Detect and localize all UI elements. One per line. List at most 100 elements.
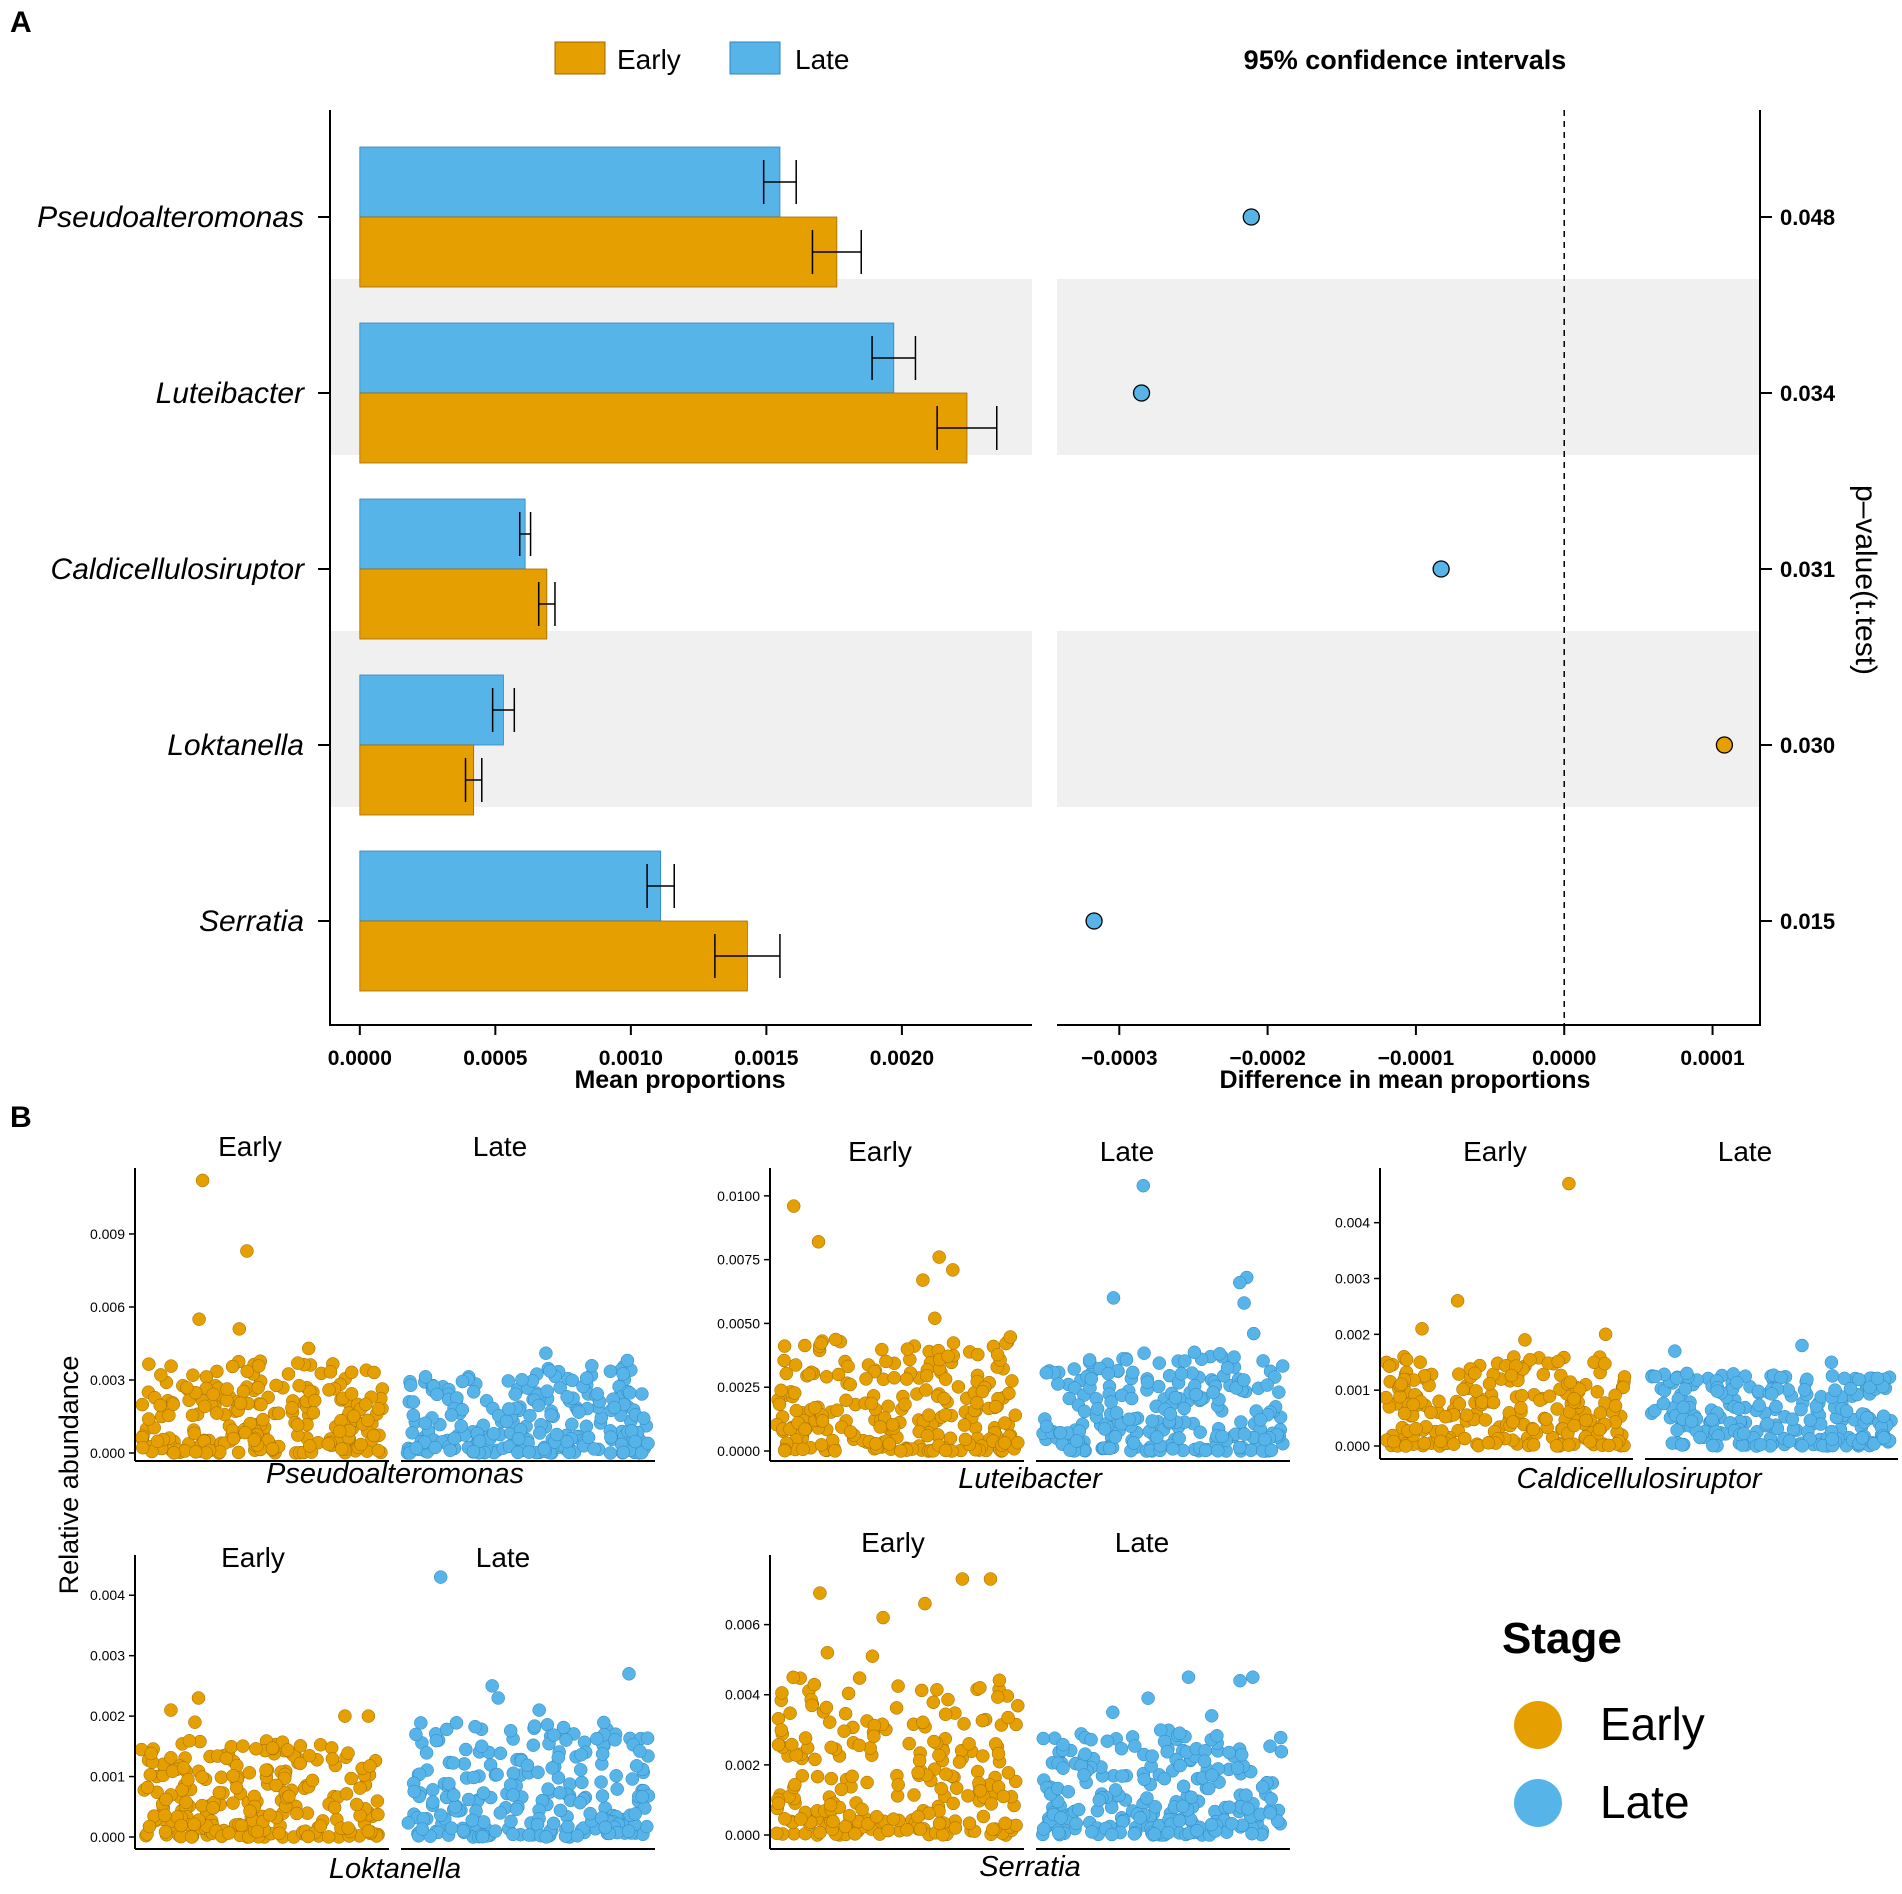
facet-label-early: Early	[861, 1527, 925, 1558]
data-point	[794, 1812, 808, 1826]
bar-late-caldicellulosiruptor	[359, 498, 526, 570]
data-point	[1258, 1432, 1272, 1447]
data-point	[164, 1751, 178, 1765]
data-point	[1115, 1769, 1129, 1783]
x-tick-label-bar: 0.0000	[328, 1047, 392, 1070]
data-point	[1432, 1394, 1446, 1409]
data-point	[1198, 1443, 1213, 1458]
data-point	[855, 1802, 869, 1817]
data-point	[1870, 1371, 1885, 1386]
data-point	[828, 1332, 843, 1347]
data-point	[1478, 1413, 1493, 1427]
data-point	[1263, 1739, 1277, 1753]
data-point	[891, 1778, 905, 1792]
data-point	[930, 1683, 944, 1697]
taxon-title-loktanella: Loktanella	[329, 1853, 461, 1885]
data-point	[603, 1364, 618, 1379]
data-point	[486, 1426, 501, 1441]
data-point	[907, 1788, 921, 1802]
data-point	[819, 1700, 834, 1715]
data-point	[307, 1393, 322, 1408]
y-tick-label: 0.0025	[717, 1379, 760, 1395]
y-tick-label: 0.0000	[717, 1443, 760, 1459]
data-point	[182, 1734, 197, 1748]
data-point	[271, 1406, 286, 1420]
data-point	[1482, 1377, 1497, 1391]
data-point	[788, 1777, 802, 1792]
data-point	[545, 1761, 559, 1775]
data-point	[939, 1767, 953, 1781]
data-point	[1077, 1768, 1091, 1782]
data-point	[1438, 1409, 1453, 1424]
data-point	[1153, 1723, 1168, 1737]
data-point	[885, 1417, 900, 1432]
p-value-label-serratia: 0.015	[1780, 909, 1835, 934]
data-point	[838, 1706, 853, 1721]
data-point	[531, 1765, 545, 1780]
data-point	[887, 1371, 901, 1385]
outlier-point	[1106, 1291, 1121, 1305]
data-point	[1245, 1826, 1259, 1841]
data-point	[1108, 1430, 1123, 1444]
data-point	[636, 1411, 651, 1425]
data-point	[971, 1347, 985, 1362]
data-point	[951, 1380, 966, 1394]
data-point	[1753, 1437, 1768, 1452]
stage-legend-early-label: Early	[1600, 1698, 1705, 1750]
data-point	[635, 1789, 650, 1804]
data-point	[508, 1387, 522, 1401]
data-point	[869, 1809, 884, 1824]
bar-axes	[329, 110, 1032, 1026]
data-point	[1676, 1400, 1691, 1415]
data-point	[1504, 1368, 1519, 1383]
data-point	[814, 1438, 829, 1452]
outlier-point	[1141, 1691, 1155, 1705]
outlier-point	[1598, 1327, 1613, 1342]
data-point	[179, 1795, 193, 1810]
data-point	[1795, 1439, 1810, 1453]
outlier-point	[1824, 1355, 1839, 1370]
data-point	[1837, 1371, 1852, 1386]
p-value-axis-title: p–value(t.test)	[1849, 485, 1882, 675]
data-point	[962, 1737, 976, 1751]
errorbar-late-caldicellulosiruptor	[518, 512, 532, 556]
data-point	[231, 1445, 246, 1460]
data-point	[1399, 1439, 1413, 1453]
data-point	[590, 1731, 604, 1746]
data-point	[1602, 1438, 1616, 1453]
data-point	[824, 1771, 839, 1786]
data-point	[454, 1419, 468, 1433]
data-point	[938, 1707, 953, 1722]
category-label-pseudoalteromonas: Pseudoalteromonas	[37, 201, 304, 234]
outlier-point	[338, 1709, 352, 1723]
data-point	[922, 1408, 936, 1422]
data-point	[493, 1746, 508, 1761]
data-point	[869, 1437, 883, 1451]
data-point	[805, 1698, 819, 1713]
data-point	[1069, 1816, 1083, 1831]
data-point	[1104, 1395, 1118, 1409]
outlier-point	[1233, 1673, 1247, 1688]
data-point	[547, 1728, 561, 1742]
data-point	[771, 1796, 786, 1811]
data-point	[154, 1368, 168, 1382]
data-point	[447, 1431, 462, 1446]
outlier-point	[1246, 1670, 1260, 1684]
data-point	[625, 1772, 640, 1786]
data-point	[1108, 1783, 1123, 1797]
data-point	[353, 1781, 367, 1795]
data-point	[1069, 1434, 1084, 1448]
data-point	[174, 1818, 188, 1833]
data-point	[1039, 1366, 1054, 1380]
data-point	[608, 1733, 622, 1747]
bar-early-serratia	[359, 920, 748, 992]
data-point	[1387, 1434, 1401, 1449]
data-point	[590, 1387, 605, 1401]
data-point	[254, 1397, 268, 1412]
y-tick-label: 0.0075	[717, 1252, 760, 1268]
data-point	[952, 1755, 967, 1769]
data-point	[973, 1784, 988, 1798]
data-point	[354, 1437, 368, 1452]
data-point	[1184, 1790, 1199, 1805]
outlier-point	[928, 1311, 942, 1326]
